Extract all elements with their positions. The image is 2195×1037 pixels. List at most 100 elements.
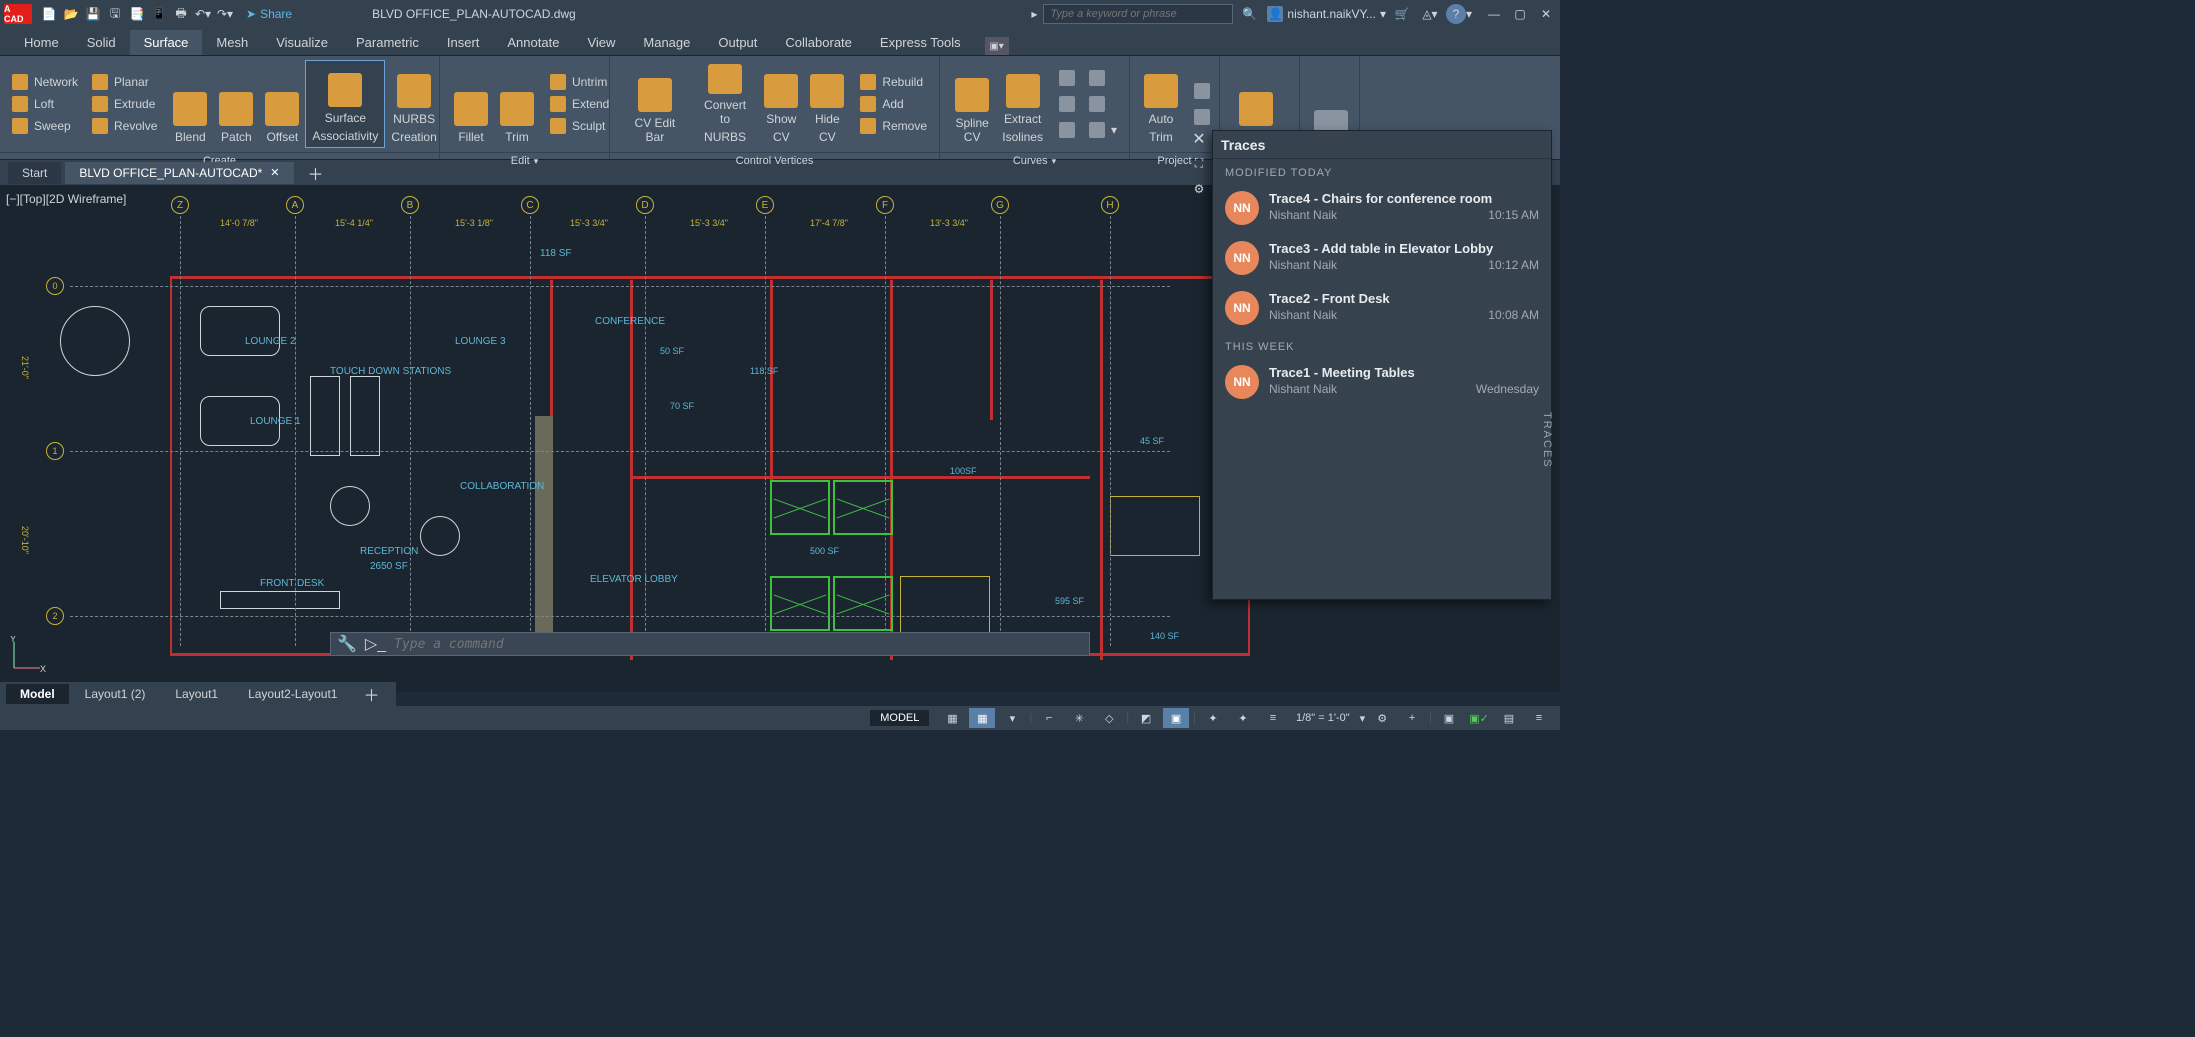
help-icon[interactable]: ? [1446,4,1466,24]
viewport-label[interactable]: [−][Top][2D Wireframe] [6,192,126,206]
edit-sculpt[interactable]: Sculpt [546,116,613,136]
tab-manage[interactable]: Manage [629,30,704,55]
cv-rebuild[interactable]: Rebuild [856,72,931,92]
cv-convert-to-nurbs[interactable]: Convert toNURBS [692,60,759,148]
snap-icon[interactable]: ▦ [969,708,995,728]
tab-collaborate[interactable]: Collaborate [771,30,866,55]
undo-icon[interactable]: ↶▾ [192,3,214,25]
layout-tab-layout2-layout1[interactable]: Layout2-Layout1 [234,684,351,704]
new-icon[interactable]: 📄 [38,3,60,25]
curves-spline-cv[interactable]: Spline CV [948,60,996,148]
proj-tool-2[interactable] [1190,107,1214,127]
curves-extract-isolines[interactable]: ExtractIsolines [996,60,1049,148]
command-input[interactable] [394,637,1083,652]
trace-item[interactable]: NNTrace4 - Chairs for conference roomNis… [1213,183,1551,233]
model-space-button[interactable]: MODEL [870,710,929,726]
dyn-ucs-icon[interactable]: ✦ [1200,708,1226,728]
tab-output[interactable]: Output [704,30,771,55]
file-tab-start[interactable]: Start [8,162,61,184]
panel-label-curves[interactable]: Curves [940,152,1129,167]
trace-item[interactable]: NNTrace2 - Front DeskNishant Naik10:08 A… [1213,283,1551,333]
create-sweep[interactable]: Sweep [8,116,82,136]
create-planar[interactable]: Planar [88,72,161,92]
create-blend[interactable]: Blend [167,60,213,148]
cart-icon[interactable]: 🛒 [1390,2,1414,26]
traces-settings-icon[interactable]: ⚙ [1189,179,1209,199]
tab-visualize[interactable]: Visualize [262,30,342,55]
search-input[interactable] [1043,4,1233,24]
tab-mesh[interactable]: Mesh [202,30,262,55]
cv-hide-cv[interactable]: HideCV [804,60,850,148]
curve-tool-1[interactable] [1055,68,1079,88]
close-icon[interactable]: ✕ [1536,4,1556,24]
search-icon[interactable]: 🔍 [1237,2,1261,26]
panel-label-edit[interactable]: Edit [440,152,609,167]
ortho-icon[interactable]: ⌐ [1036,708,1062,728]
edit-fillet[interactable]: Fillet [448,60,494,148]
tab-home[interactable]: Home [10,30,73,55]
redo-icon[interactable]: ↷▾ [214,3,236,25]
print-icon[interactable]: 🖶 [170,3,192,25]
proj-tool-1[interactable] [1190,81,1214,101]
trace-item[interactable]: NNTrace3 - Add table in Elevator LobbyNi… [1213,233,1551,283]
project-auto-trim[interactable]: AutoTrim [1138,60,1184,148]
minimize-icon[interactable]: — [1484,4,1504,24]
tab-close-icon[interactable]: ✕ [270,166,279,179]
curve-tool-2[interactable] [1055,94,1079,114]
create-network[interactable]: Network [8,72,82,92]
new-layout-button[interactable]: ＋ [353,679,389,709]
polar-icon[interactable]: ✳ [1066,708,1092,728]
file-tab-blvd-office-plan-autocad-[interactable]: BLVD OFFICE_PLAN-AUTOCAD*✕ [65,162,293,184]
tab-view[interactable]: View [573,30,629,55]
share-button[interactable]: ➤ Share [246,7,292,21]
edit-untrim[interactable]: Untrim [546,72,613,92]
plus-status-icon[interactable]: + [1399,708,1425,728]
cmd-customize-icon[interactable]: 🔧 [337,634,357,654]
search-dropdown-icon[interactable]: ▸ [1031,7,1037,21]
grid-icon[interactable]: ▦ [939,708,965,728]
gear-icon[interactable]: ⚙ [1369,708,1395,728]
create-revolve[interactable]: Revolve [88,116,161,136]
layout-tab-layout1-2-[interactable]: Layout1 (2) [71,684,160,704]
create-loft[interactable]: Loft [8,94,82,114]
clean-screen-icon[interactable]: ▤ [1496,708,1522,728]
layout-tab-layout1[interactable]: Layout1 [161,684,232,704]
otrack-icon[interactable]: ▣ [1163,708,1189,728]
user-menu[interactable]: 👤 nishant.naikVY...▾ [1267,6,1386,22]
lineweight-icon[interactable]: ≡ [1260,708,1286,728]
isolate-icon[interactable]: ▣ [1436,708,1462,728]
tab-solid[interactable]: Solid [73,30,130,55]
app-logo[interactable]: A CAD [4,4,32,24]
tab-express-tools[interactable]: Express Tools [866,30,975,55]
create-extrude[interactable]: Extrude [88,94,161,114]
3d-osnap-icon[interactable]: ✦ [1230,708,1256,728]
mobile-icon[interactable]: 📑 [126,3,148,25]
trace-item[interactable]: NNTrace1 - Meeting TablesNishant NaikWed… [1213,357,1551,407]
customize-status-icon[interactable]: ≡ [1526,708,1552,728]
save-icon[interactable]: 💾 [82,3,104,25]
traces-expand-icon[interactable]: ⛶ [1189,153,1209,173]
command-line[interactable]: 🔧 ▷_ [330,632,1090,656]
tab-insert[interactable]: Insert [433,30,494,55]
cv-show-cv[interactable]: ShowCV [758,60,804,148]
autodesk-icon[interactable]: ◬▾ [1418,2,1442,26]
cv-remove[interactable]: Remove [856,116,931,136]
edit-trim[interactable]: Trim [494,60,540,148]
create-nurbs-creation[interactable]: NURBSCreation [385,60,442,148]
maximize-icon[interactable]: ▢ [1510,4,1530,24]
curve-tool-3[interactable] [1055,120,1079,140]
tab-surface[interactable]: Surface [130,30,203,55]
cv-cv-edit-bar[interactable]: CV Edit Bar [618,60,692,148]
edit-extend[interactable]: Extend [546,94,613,114]
curve-tool-4[interactable] [1085,68,1121,88]
tab-annotate[interactable]: Annotate [493,30,573,55]
hw-accel-icon[interactable]: ▣✓ [1466,708,1492,728]
create-offset[interactable]: Offset [259,60,305,148]
saveas-icon[interactable]: 🖫 [104,3,126,25]
osnap-icon[interactable]: ◩ [1133,708,1159,728]
layout-tab-model[interactable]: Model [6,684,69,704]
create-patch[interactable]: Patch [213,60,259,148]
traces-close-icon[interactable]: ✕ [1189,129,1209,149]
curve-tool-6[interactable]: ▾ [1085,120,1121,140]
cv-add[interactable]: Add [856,94,931,114]
